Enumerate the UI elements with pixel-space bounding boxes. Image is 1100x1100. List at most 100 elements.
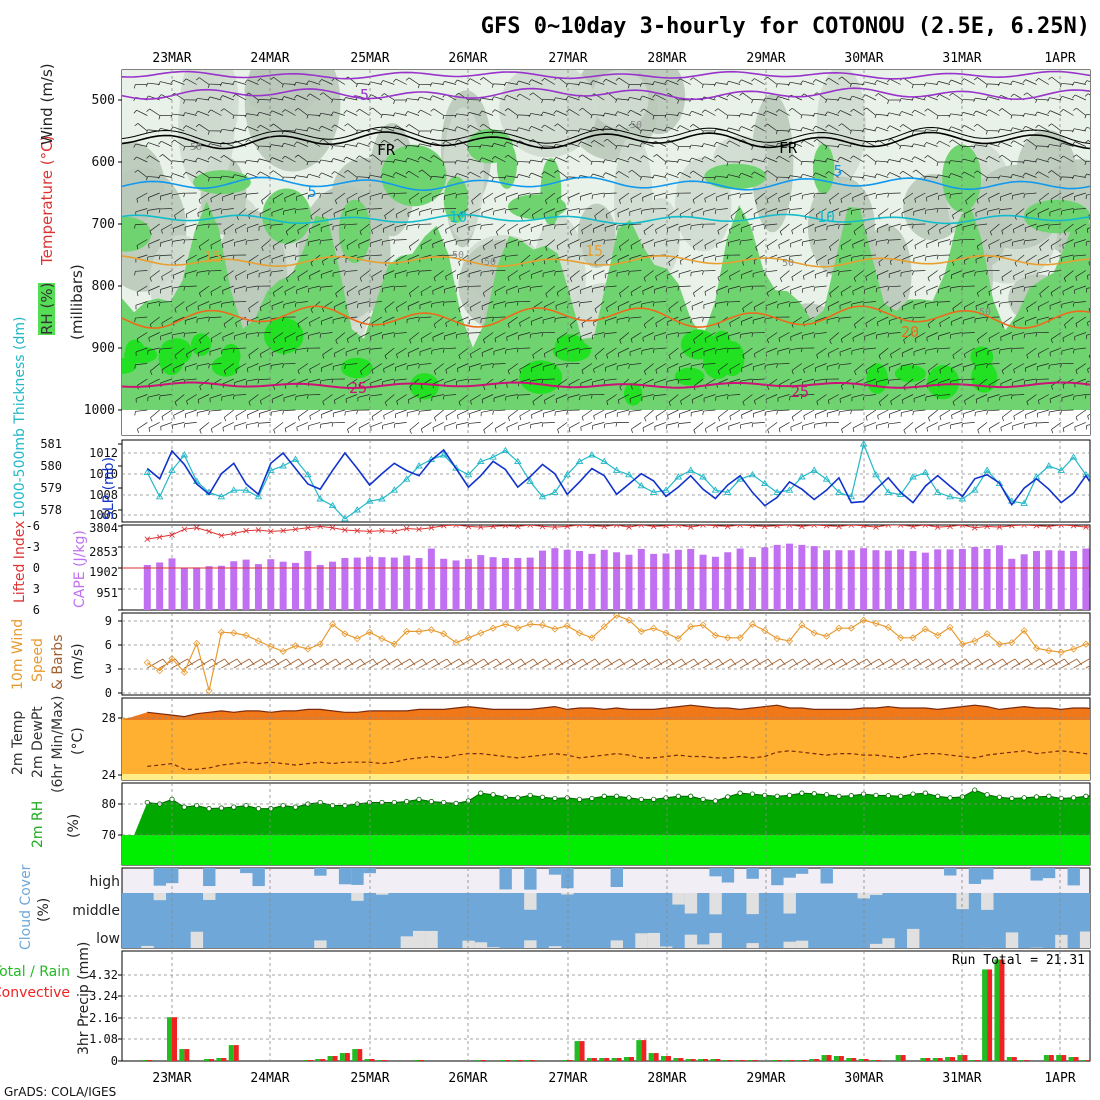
upper-wind-barb-feather [903,339,906,344]
upper-wind-barb-feather [667,368,669,373]
wind10m-barb [888,658,905,669]
upper-wind-barb-feather [282,109,286,113]
upper-wind-barb [184,158,197,163]
wind10m-barb [344,658,361,669]
upper-wind-barb [913,363,926,365]
upper-wind-barb [641,301,654,305]
upper-wind-barb-feather [594,308,597,313]
tick-label: 2.16 [89,1011,118,1025]
upper-wind-barb [667,79,679,85]
thickness-point [402,475,411,482]
upper-wind-barb-feather [244,172,248,177]
upper-wind-barb-feather [603,138,608,142]
wind10m-point [934,631,942,639]
upper-wind-barb [382,378,395,383]
precip-ylabel-total: Total / Rain [0,964,70,980]
li-point [317,525,323,530]
upper-wind-barb [668,301,679,310]
upper-wind-barb-feather [902,199,905,204]
upper-wind-barb [258,422,271,424]
tick-label: 6 [33,603,40,617]
upper-wind-barb-feather [407,353,410,358]
upper-wind-barb [878,394,889,403]
upper-wind-barb [579,254,592,257]
upper-wind-barb-feather [652,348,655,354]
upper-wind-barb [1037,301,1050,308]
upper-wind-barb-feather [295,302,297,307]
upper-wind-barb [1024,332,1037,335]
upper-wind-barb [335,285,346,294]
upper-wind-barb [827,158,840,163]
li-point [255,527,262,533]
upper-wind-barb [210,239,222,246]
upper-wind-barb [259,409,271,414]
upper-wind-barb [666,160,679,163]
upper-wind-barb [432,239,444,245]
upper-wind-barb [579,394,592,397]
wind10m-barb [554,658,571,669]
upper-wind-barb [1087,413,1090,416]
upper-wind-barb-feather [445,369,448,374]
upper-wind-barb-feather [643,324,647,329]
upper-wind-barb [1025,223,1037,229]
upper-wind-barb-feather [356,108,360,113]
upper-wind-barb-feather [405,145,408,150]
upper-wind-barb-feather [754,400,756,405]
upper-wind-barb [197,270,210,273]
upper-wind-barb-feather [664,79,668,84]
upper-wind-barb-feather [825,98,828,103]
upper-wind-barb-feather [417,109,421,114]
thickness-point [489,453,497,460]
upper-wind-barb [322,208,333,215]
upper-wind-barb-feather [605,214,608,219]
upper-wind-barb-feather [565,130,568,135]
upper-wind-barb [582,107,593,116]
upper-wind-barb [913,270,926,272]
upper-wind-barb [629,143,642,147]
upper-wind-barb [580,128,592,132]
upper-wind-barb-feather [260,400,262,405]
upper-wind-barb [753,363,765,368]
upper-wind-barb-feather [566,155,570,160]
upper-wind-barb [333,301,346,308]
upper-wind-barb-feather [494,428,497,433]
upper-wind-barb-feather [199,339,202,344]
upper-wind-barb [432,378,444,385]
upper-wind-barb [641,82,654,85]
upper-wind-barb [728,378,741,383]
upper-wind-barb-feather [714,256,717,261]
upper-wind-barb-feather [751,286,754,291]
upper-wind-barb [606,254,617,262]
upper-wind-barb [481,347,494,354]
upper-wind-barb [223,270,234,278]
upper-wind-barb-feather [469,307,472,312]
tick-label: 500 [92,93,115,108]
upper-wind-barb-feather [294,209,297,214]
upper-wind-barb [345,301,358,306]
upper-wind-barb [148,239,160,245]
upper-wind-barb-feather [159,154,163,158]
upper-wind-barb [1012,80,1025,85]
rh2m-point [688,793,694,799]
upper-wind-barb-feather [429,176,433,181]
upper-wind-barb [321,316,333,322]
wind10m-point [872,619,880,627]
upper-wind-barb [431,208,444,211]
upper-wind-barb [952,92,963,101]
wind10m-barb [900,658,917,669]
upper-wind-barb-feather [270,271,272,276]
upper-wind-barb [814,239,827,241]
upper-wind-barb [234,174,247,178]
upper-wind-barb-feather [924,108,928,112]
thickness-point [514,457,522,465]
upper-wind-barb [666,239,679,242]
upper-wind-barb [1013,140,1025,147]
upper-wind-barb [248,347,259,356]
upper-wind-barb-feather [1062,291,1064,296]
wind10m-barb [628,658,645,669]
upper-wind-barb-feather [679,260,682,265]
li-point [1083,525,1089,530]
upper-wind-barb-feather [702,270,704,275]
upper-wind-barb [1049,409,1062,413]
upper-wind-barb-feather [593,275,595,280]
